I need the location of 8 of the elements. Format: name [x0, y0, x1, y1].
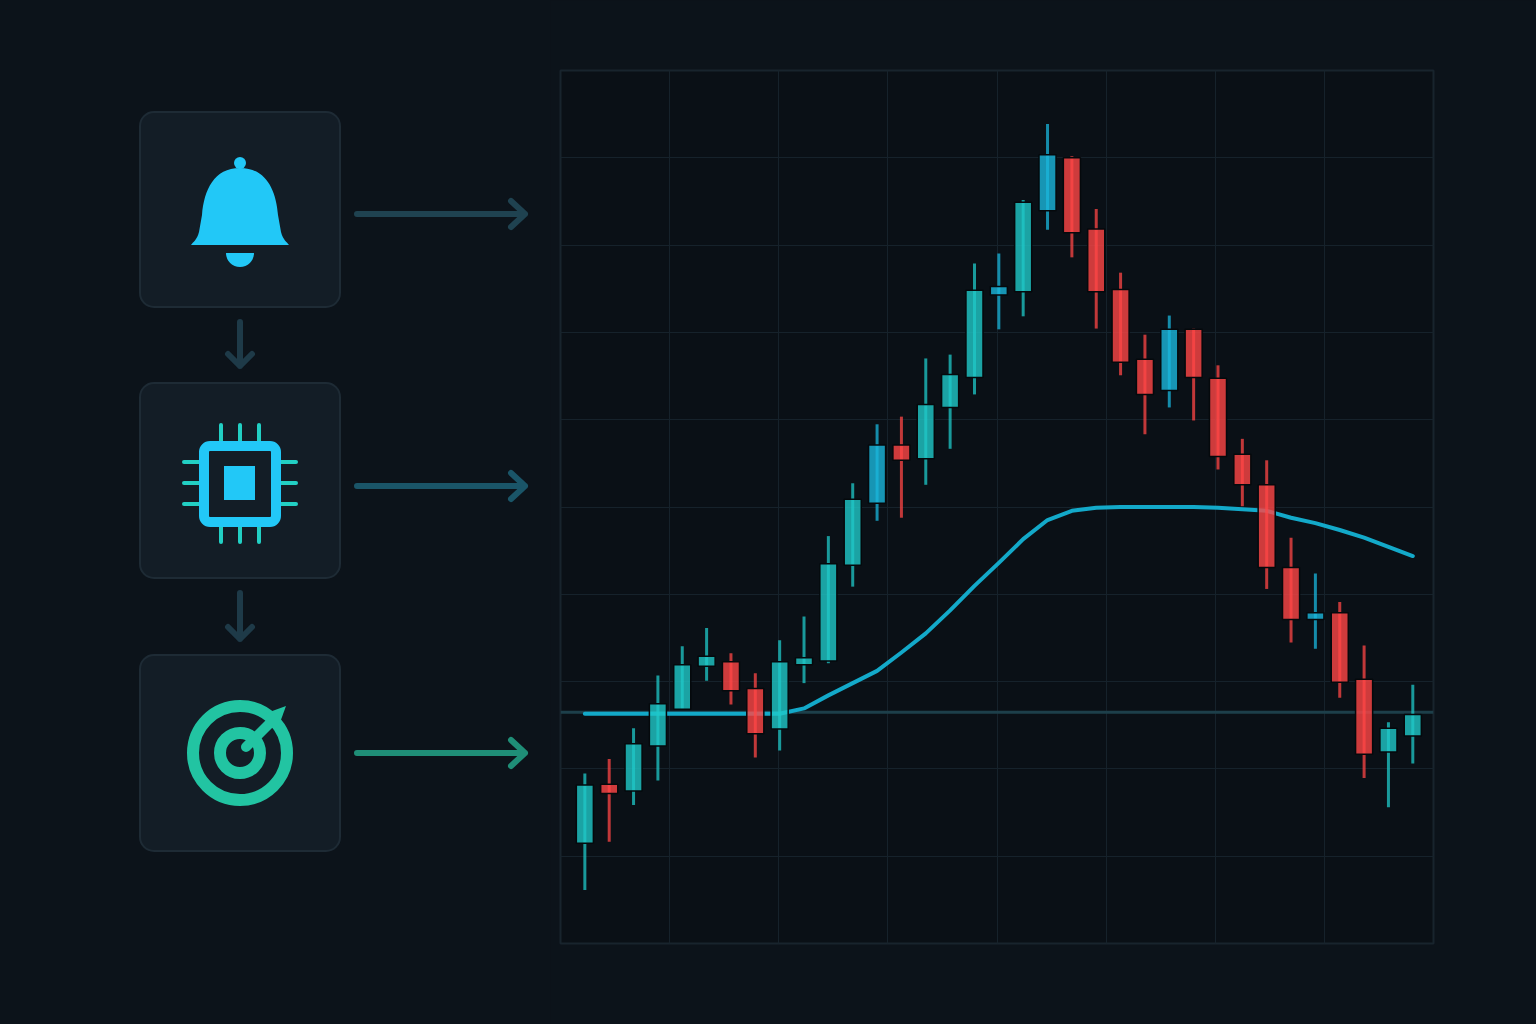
- candlestick: [989, 253, 1009, 330]
- candlestick: [1403, 684, 1423, 764]
- candlestick: [794, 616, 814, 685]
- candlestick: [1306, 573, 1325, 649]
- candlestick: [697, 627, 716, 681]
- candlestick: [1379, 722, 1398, 809]
- candlestick: [599, 758, 619, 842]
- candlestick: [892, 416, 911, 518]
